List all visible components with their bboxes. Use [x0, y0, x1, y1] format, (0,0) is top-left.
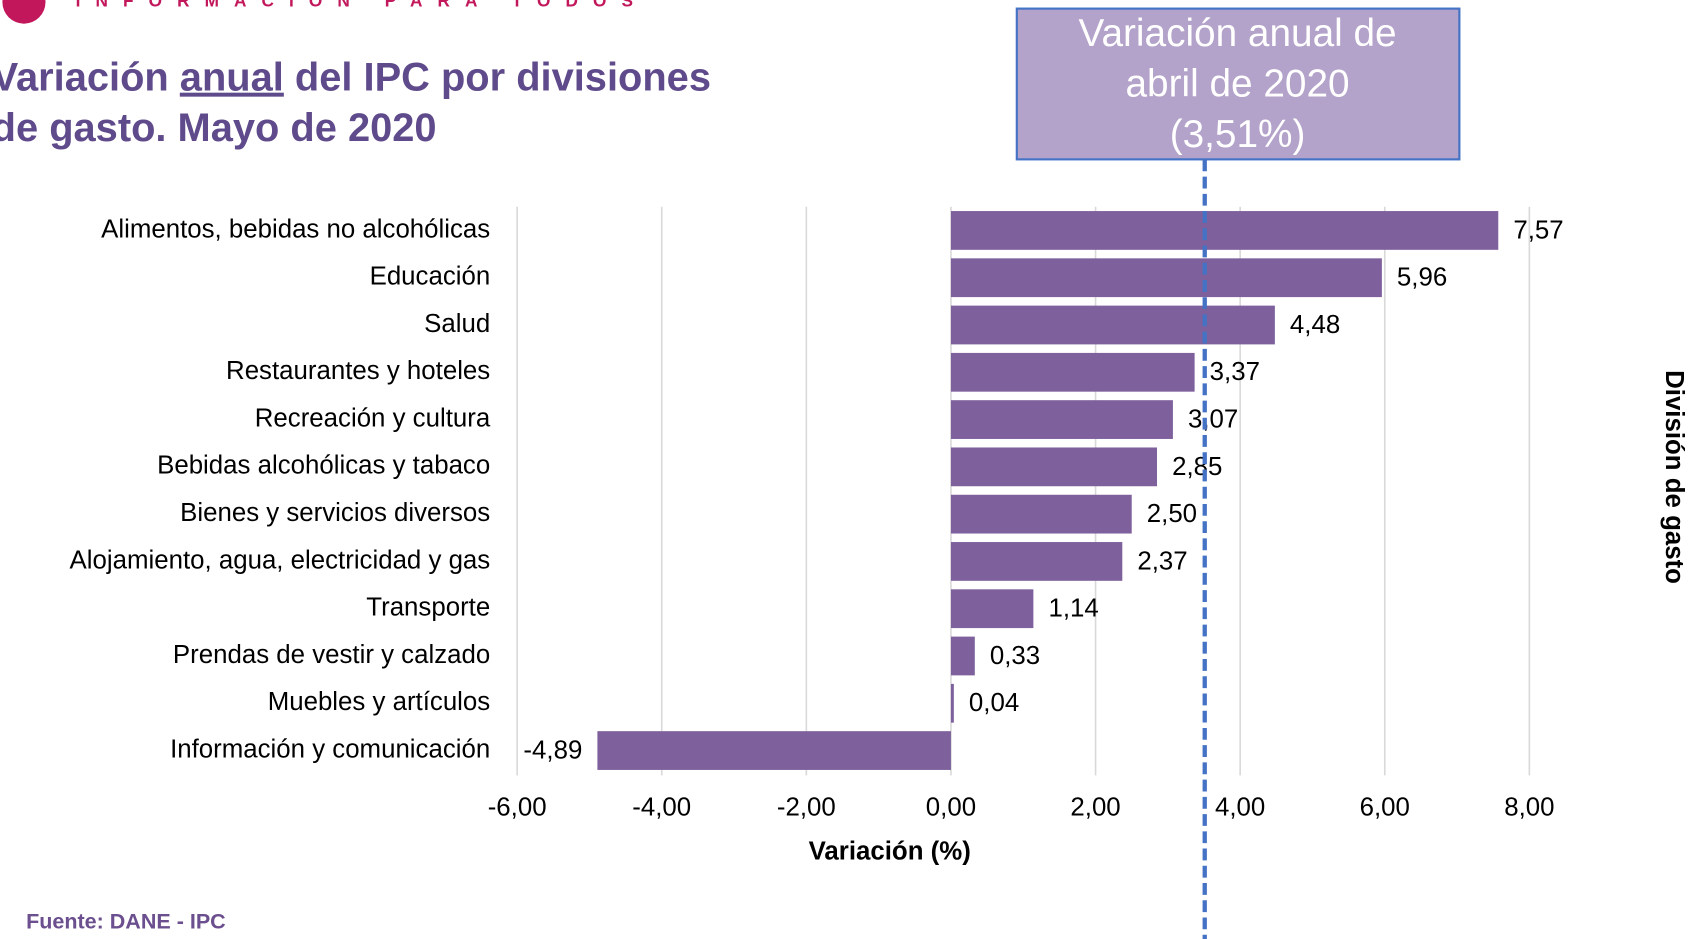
bar: [950, 400, 1173, 439]
value-label: 3,37: [1210, 358, 1260, 386]
y-tick-label: Alimentos, bebidas no alcohólicas: [101, 215, 490, 243]
value-label: 7,57: [1513, 216, 1563, 244]
bar: [950, 589, 1034, 629]
source: Fuente: DANE - IPC: [26, 910, 226, 934]
x-tick-label: 6,00: [1360, 794, 1410, 822]
y-tick-label: Salud: [424, 310, 490, 338]
bar: [950, 542, 1123, 581]
x-tick-label: -2,00: [777, 794, 836, 822]
chart-title: de gasto. Mayo de 2020: [0, 106, 437, 150]
y-tick-label: Alojamiento, agua, electricidad y gas: [70, 546, 491, 574]
x-tick-label: 2,00: [1070, 794, 1120, 822]
bar: [950, 211, 1499, 250]
bar: [950, 447, 1158, 487]
annotation-text: (3,51%): [1170, 113, 1306, 156]
x-axis-title: Variación (%): [809, 838, 971, 866]
value-label: 1,14: [1048, 595, 1098, 623]
y-tick-label: Restaurantes y hoteles: [226, 357, 490, 385]
x-tick-label: 0,00: [926, 794, 976, 822]
annotation-text: abril de 2020: [1126, 62, 1350, 105]
title-part: Variación: [0, 55, 180, 99]
x-tick-label: -4,00: [632, 794, 691, 822]
value-label: 2,37: [1137, 547, 1187, 575]
value-label: 2,85: [1172, 453, 1222, 481]
x-tick-label: 8,00: [1504, 794, 1554, 822]
brand: INFORMACIÓN PARA TODOS: [76, 0, 648, 11]
y-axis-title: División de gasto: [1660, 370, 1688, 584]
y-tick-label: Bienes y servicios diversos: [180, 499, 490, 527]
value-label: 0,33: [990, 642, 1040, 670]
plot: -6,00 -4,00 -2,00 0,00 2,00 4,00 6,00 8,00 Alime…: [70, 7, 1564, 939]
value-label: 3,07: [1188, 405, 1238, 433]
value-label: 0,04: [969, 689, 1019, 717]
y-tick-label: Recreación y cultura: [255, 404, 491, 432]
title-part: anual: [180, 55, 284, 99]
bar: [950, 258, 1382, 298]
x-tick-label: 4,00: [1215, 794, 1265, 822]
value-label: 4,48: [1290, 311, 1340, 339]
logo: [2, 0, 46, 24]
title-part: del IPC por divisiones: [284, 55, 711, 99]
y-tick-label: Transporte: [366, 594, 490, 622]
y-tick-label: Bebidas alcohólicas y tabaco: [157, 452, 490, 480]
value-label: -4,89: [523, 736, 582, 764]
x-tick-label: -6,00: [488, 794, 547, 822]
y-tick-label: Información y comunicación: [170, 735, 490, 763]
bar: [950, 494, 1132, 534]
y-tick-label: Educación: [370, 263, 491, 291]
chart-title: Variación anual del IPC por divisiones: [0, 55, 711, 99]
y-tick-label: Prendas de vestir y calzado: [173, 641, 490, 669]
bar: [597, 731, 951, 770]
annotation-box: [1015, 7, 1461, 161]
bar: [950, 305, 1275, 345]
y-tick-label: Muebles y artículos: [268, 688, 491, 716]
bar: [950, 683, 954, 723]
value-label: 5,96: [1397, 264, 1447, 292]
value-label: 2,50: [1147, 500, 1197, 528]
bar: [950, 636, 975, 676]
bar: [950, 352, 1195, 392]
annotation-text: Variación anual de: [1078, 12, 1396, 55]
